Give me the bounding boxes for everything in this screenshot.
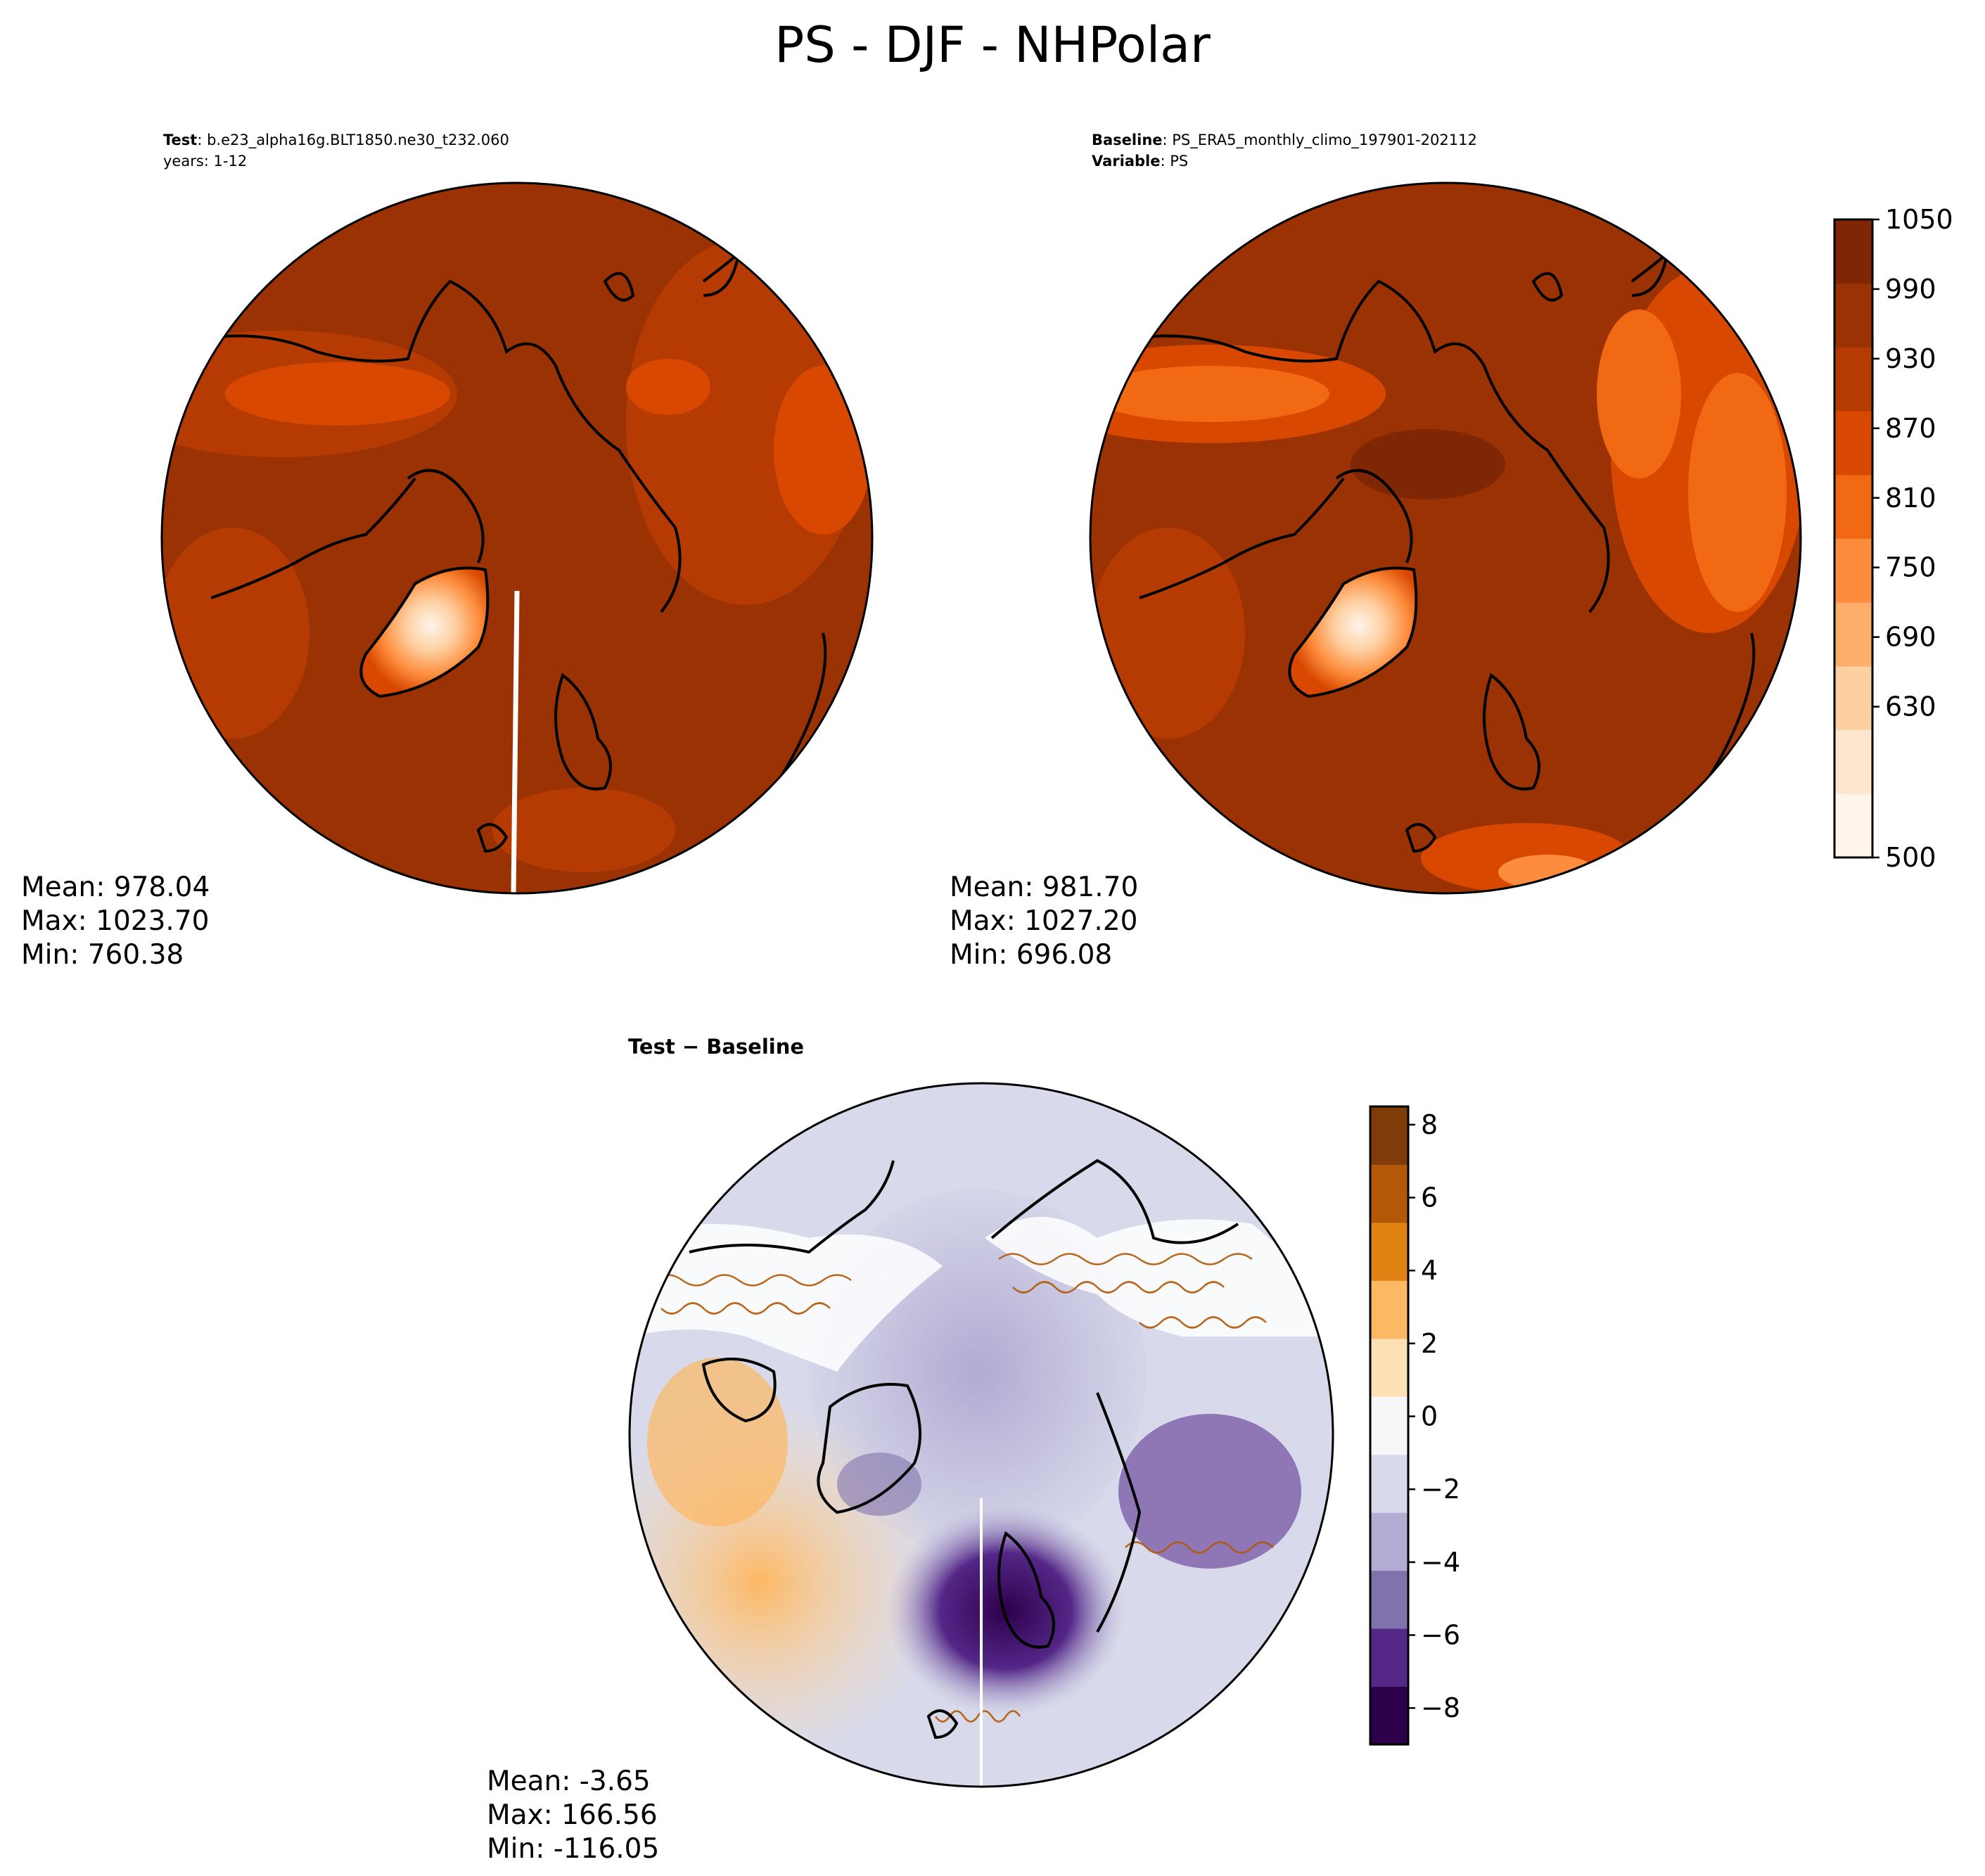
diff-colorbar-tick-label: −2 (1421, 1474, 1460, 1505)
diff-colorbar-tick-label: 8 (1421, 1109, 1438, 1140)
ps-colorbar-swatch (1834, 729, 1872, 794)
baseline-map (1090, 183, 1801, 893)
diff-colorbar-tick-label: −4 (1421, 1547, 1460, 1578)
diff-colorbar-tick-label: 6 (1421, 1182, 1438, 1213)
test-min-stat: Min: 760.38 (21, 939, 184, 971)
diff-colorbar-swatch (1370, 1280, 1408, 1339)
diff-colorbar-swatch (1370, 1570, 1408, 1629)
ps-colorbar-swatch (1834, 219, 1872, 284)
diff-colorbar-swatch (1370, 1164, 1408, 1223)
ps-colorbar-tick-label: 750 (1885, 552, 1936, 583)
ps-colorbar-swatch (1834, 474, 1872, 539)
ps-colorbar-tick-label: 630 (1885, 691, 1936, 722)
diff-colorbar-swatch (1370, 1106, 1408, 1165)
ps-colorbar: 1050 990 930 870 810 750 690 630 500 (1833, 204, 1953, 873)
ps-colorbar-tick-label: 500 (1885, 842, 1936, 873)
difference-header: Test − Baseline (628, 1035, 804, 1059)
ps-colorbar-swatch (1834, 665, 1872, 731)
ps-colorbar-tick-label: 690 (1885, 622, 1936, 653)
test-header-line1: Test: b.e23_alpha16g.BLT1850.ne30_t232.0… (163, 132, 509, 149)
diff-colorbar-tick-label: 2 (1421, 1328, 1438, 1359)
difference-max-stat: Max: 166.56 (487, 1799, 658, 1831)
diff-colorbar-tick-label: −6 (1421, 1620, 1460, 1651)
difference-min-stat: Min: -116.05 (487, 1833, 659, 1865)
diff-colorbar-swatch (1370, 1396, 1408, 1455)
ps-colorbar-swatch (1834, 602, 1872, 667)
test-map (162, 183, 872, 893)
ps-colorbar-tick-label: 930 (1885, 343, 1936, 374)
diff-colorbar-swatch (1370, 1222, 1408, 1281)
diff-colorbar-swatch (1370, 1454, 1408, 1513)
difference-colorbar: 8 6 4 2 0 −2 −4 −6 −8 (1369, 1105, 1460, 1746)
ps-colorbar-tick-label: 810 (1885, 483, 1936, 513)
baseline-min-stat: Min: 696.08 (950, 939, 1112, 971)
baseline-map-frame (1089, 181, 1802, 895)
baseline-header-line1: Baseline: PS_ERA5_monthly_climo_197901-2… (1092, 132, 1477, 149)
baseline-max-stat: Max: 1027.20 (950, 905, 1137, 937)
diff-colorbar-swatch (1370, 1512, 1408, 1571)
test-header-line2: years: 1-12 (163, 153, 247, 170)
diff-colorbar-swatch (1370, 1686, 1408, 1745)
ps-colorbar-swatch (1834, 538, 1872, 603)
diff-colorbar-tick-label: 0 (1421, 1401, 1438, 1432)
test-panel: Test: b.e23_alpha16g.BLT1850.ne30_t232.0… (21, 132, 874, 971)
diff-colorbar-swatch (1370, 1338, 1408, 1397)
baseline-header-line2: Variable: PS (1092, 153, 1188, 170)
difference-panel: Test − Baseline (487, 1035, 1334, 1865)
test-mean-stat: Mean: 978.04 (21, 872, 210, 903)
baseline-panel: Baseline: PS_ERA5_monthly_climo_197901-2… (950, 132, 1802, 971)
baseline-mean-stat: Mean: 981.70 (950, 872, 1138, 903)
ps-colorbar-tick-label: 1050 (1885, 204, 1953, 235)
test-map-frame (160, 181, 874, 895)
figure-title: PS - DJF - NHPolar (774, 16, 1211, 74)
ps-colorbar-swatch (1834, 347, 1872, 411)
difference-mean-stat: Mean: -3.65 (487, 1766, 651, 1797)
diff-colorbar-swatch (1370, 1628, 1408, 1687)
ps-colorbar-swatch (1834, 283, 1872, 347)
difference-map (630, 1083, 1333, 1787)
diff-colorbar-frame (1369, 1105, 1410, 1746)
ps-colorbar-tick-label: 990 (1885, 274, 1936, 305)
ps-colorbar-swatch (1834, 411, 1872, 476)
diff-colorbar-tick-label: 4 (1421, 1255, 1438, 1286)
difference-map-frame (628, 1082, 1334, 1788)
test-max-stat: Max: 1023.70 (21, 905, 209, 937)
diff-colorbar-tick-label: −8 (1421, 1692, 1460, 1723)
ps-colorbar-tick-label: 870 (1885, 413, 1936, 444)
ps-colorbar-frame (1833, 218, 1874, 859)
ps-colorbar-swatch (1834, 793, 1872, 858)
